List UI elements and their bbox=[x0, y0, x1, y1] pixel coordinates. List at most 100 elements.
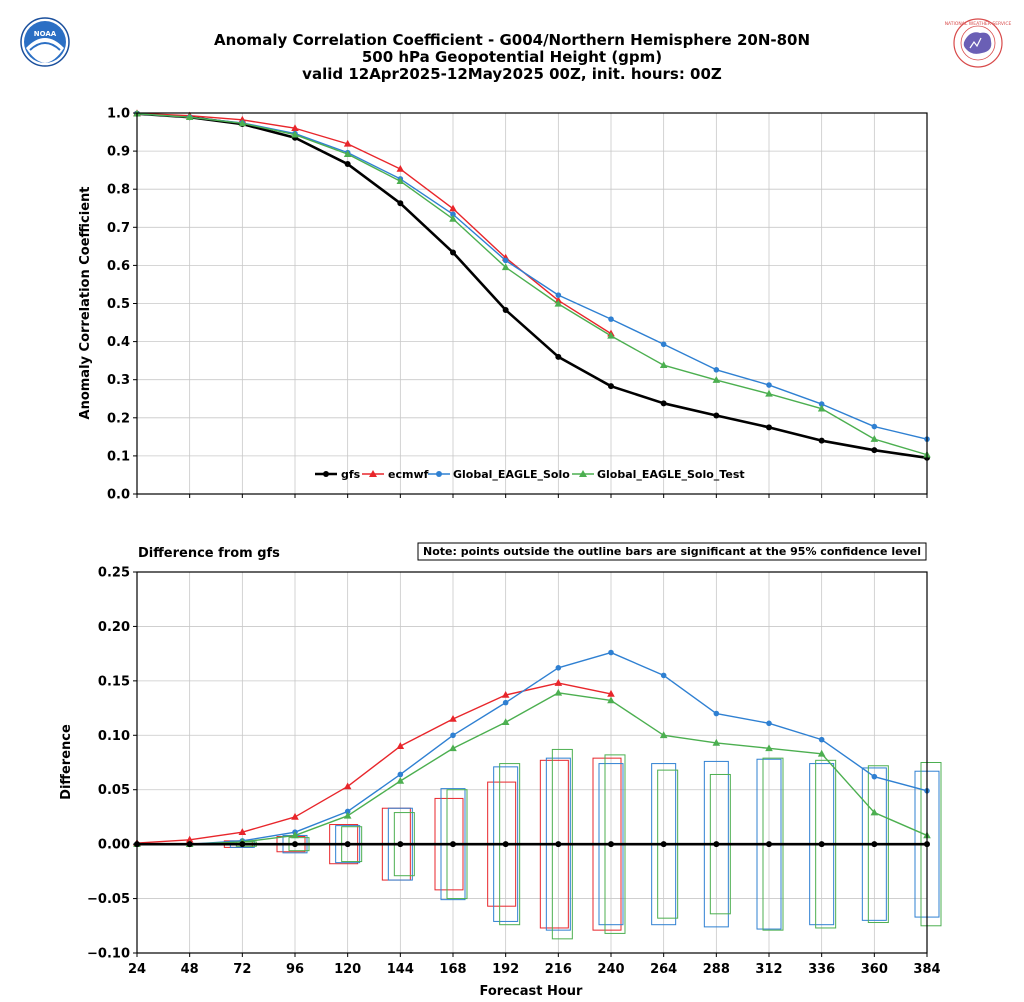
acc-point-global-eagle-solo-360 bbox=[871, 423, 878, 430]
diff-point-global-eagle-solo-120 bbox=[344, 808, 351, 815]
acc-point-ecmwf-144 bbox=[396, 165, 405, 172]
diff-point-gfs-216 bbox=[555, 841, 562, 848]
x-tick-label-168: 168 bbox=[439, 962, 466, 977]
diff-point-gfs-360 bbox=[871, 841, 878, 848]
difference-grid bbox=[137, 572, 927, 953]
x-tick-label-288: 288 bbox=[703, 962, 730, 977]
acc-point-global-eagle-solo-336 bbox=[818, 401, 825, 407]
nws-logo-text: NATIONAL WEATHER SERVICE bbox=[945, 21, 1012, 27]
difference-y-axis-label: Difference bbox=[59, 724, 74, 800]
x-tick-label-24: 24 bbox=[128, 962, 146, 977]
acc-point-global-eagle-solo-test-168 bbox=[449, 214, 457, 222]
acc-point-global-eagle-solo-264 bbox=[660, 341, 667, 348]
diff-point-global-eagle-solo-336 bbox=[818, 736, 825, 743]
acc-legend: gfs ecmwf Global_EAGLE_Solo Global_EAGLE… bbox=[315, 468, 745, 481]
acc-line-global-eagle-solo bbox=[136, 113, 928, 440]
acc-point-global-eagle-solo-test-240 bbox=[607, 331, 615, 339]
acc-y-tick-label-3: 0.3 bbox=[107, 373, 130, 388]
diff-y-tick-label-1: −0.05 bbox=[87, 892, 130, 907]
acc-point-gfs-240 bbox=[608, 383, 614, 390]
x-tick-label-72: 72 bbox=[233, 962, 251, 977]
diff-point-gfs-96 bbox=[292, 841, 298, 848]
acc-y-tick-label-4: 0.4 bbox=[107, 335, 130, 350]
acc-point-global-eagle-solo-test-360 bbox=[870, 435, 879, 442]
diff-point-global-eagle-solo-192 bbox=[502, 699, 509, 706]
acc-y-ticks: 0.0 0.1 0.2 0.3 0.4 0.5 0.6 0.7 0.8 0.9 1.0 bbox=[107, 107, 928, 503]
acc-line-global-eagle-solo-test bbox=[136, 113, 928, 456]
diff-y-tick-label-3: 0.05 bbox=[98, 783, 130, 798]
acc-point-ecmwf-168 bbox=[449, 204, 457, 212]
diff-point-gfs-192 bbox=[502, 841, 509, 848]
acc-line-ecmwf bbox=[136, 112, 612, 335]
acc-point-global-eagle-solo-test-120 bbox=[343, 150, 352, 157]
diff-point-gfs-72 bbox=[239, 841, 246, 848]
diff-point-global-eagle-solo-test-192 bbox=[501, 718, 510, 726]
chart-title-line1: Anomaly Correlation Coefficient - G004/N… bbox=[214, 31, 810, 49]
acc-point-gfs-336 bbox=[818, 437, 825, 444]
diff-point-ecmwf-120 bbox=[343, 782, 352, 790]
difference-series-layer bbox=[133, 649, 931, 848]
diff-point-gfs-120 bbox=[344, 841, 351, 848]
diff-point-global-eagle-solo-test-336 bbox=[817, 749, 826, 757]
acc-series-layer bbox=[133, 109, 931, 461]
x-tick-label-96: 96 bbox=[286, 962, 304, 977]
x-tick-label-264: 264 bbox=[650, 962, 677, 977]
x-tick-label-192: 192 bbox=[492, 962, 519, 977]
x-tick-label-216: 216 bbox=[545, 962, 572, 977]
x-tick-label-240: 240 bbox=[597, 962, 624, 977]
diff-y-tick-label-5: 0.15 bbox=[98, 674, 130, 689]
acc-point-global-eagle-solo-test-288 bbox=[712, 376, 721, 383]
noaa-logo-text: NOAA bbox=[34, 30, 57, 38]
acc-point-gfs-360 bbox=[871, 447, 878, 454]
difference-y-ticks: −0.10 −0.05 0.00 0.05 0.10 0.15 0.20 0.25 bbox=[87, 566, 137, 962]
acc-y-axis-label: Anomaly Correlation Coefficient bbox=[78, 187, 93, 420]
diff-point-global-eagle-solo-test-216 bbox=[554, 688, 563, 696]
x-axis-ticks: 24 48 72 96 120 144 168 192 216 240 264 288 312 336 36… bbox=[128, 953, 941, 977]
diff-point-ecmwf-216 bbox=[554, 679, 563, 686]
acc-grid bbox=[137, 113, 927, 494]
acc-point-gfs-216 bbox=[555, 353, 562, 360]
x-tick-label-144: 144 bbox=[387, 962, 414, 977]
diff-y-tick-label-6: 0.20 bbox=[98, 620, 130, 635]
acc-point-global-eagle-solo-test-264 bbox=[659, 361, 668, 369]
difference-subtitle: Difference from gfs bbox=[138, 546, 280, 561]
diff-point-global-eagle-solo-360 bbox=[871, 773, 878, 780]
diff-point-global-eagle-solo-test-312 bbox=[765, 744, 773, 752]
diff-point-global-eagle-solo-test-360 bbox=[870, 808, 879, 816]
diff-point-global-eagle-solo-168 bbox=[450, 732, 456, 739]
legend-label-ecmwf: ecmwf bbox=[388, 468, 429, 481]
diff-line-global-eagle-solo-test bbox=[137, 692, 928, 845]
diff-point-global-eagle-solo-216 bbox=[555, 664, 562, 671]
diff-point-global-eagle-solo-test-264 bbox=[659, 731, 668, 739]
diff-point-gfs-312 bbox=[766, 841, 772, 848]
diff-point-global-eagle-solo-288 bbox=[713, 710, 720, 717]
acc-y-tick-label-7: 0.7 bbox=[107, 221, 130, 236]
diff-y-tick-label-4: 0.10 bbox=[98, 729, 130, 744]
diff-point-gfs-336 bbox=[818, 841, 825, 848]
x-axis-label: Forecast Hour bbox=[480, 984, 584, 999]
acc-point-gfs-192 bbox=[502, 306, 509, 313]
x-tick-label-120: 120 bbox=[334, 962, 361, 977]
acc-y-tick-label-0: 0.0 bbox=[107, 488, 130, 503]
acc-point-global-eagle-solo-test-216 bbox=[554, 299, 563, 307]
acc-line-gfs bbox=[136, 112, 928, 460]
acc-y-tick-label-5: 0.5 bbox=[107, 297, 130, 312]
legend-item-global-eagle-solo-test: Global_EAGLE_Solo_Test bbox=[572, 468, 745, 481]
diff-point-ecmwf-240 bbox=[607, 689, 615, 697]
diff-point-global-eagle-solo-144 bbox=[397, 771, 404, 778]
x-tick-label-336: 336 bbox=[808, 962, 835, 977]
legend-item-ecmwf: ecmwf bbox=[362, 468, 429, 481]
acc-y-tick-label-10: 1.0 bbox=[107, 107, 130, 122]
noaa-logo: NOAA bbox=[20, 17, 70, 67]
acc-panel: 0.0 0.1 0.2 0.3 0.4 0.5 0.6 0.7 0.8 0.9 1.0 Anomal… bbox=[78, 107, 931, 503]
legend-label-gfs: gfs bbox=[341, 468, 361, 481]
legend-label-global-eagle-solo-test: Global_EAGLE_Solo_Test bbox=[597, 468, 745, 481]
legend-item-gfs: gfs bbox=[315, 468, 361, 481]
diff-point-global-eagle-solo-test-96 bbox=[291, 831, 299, 839]
diff-point-global-eagle-solo-240 bbox=[608, 649, 614, 656]
acc-point-gfs-144 bbox=[397, 200, 404, 207]
acc-y-tick-label-2: 0.2 bbox=[107, 411, 130, 426]
diff-y-tick-label-2: 0.00 bbox=[98, 838, 130, 853]
significance-note-box bbox=[417, 542, 927, 561]
acc-point-ecmwf-96 bbox=[291, 124, 299, 132]
